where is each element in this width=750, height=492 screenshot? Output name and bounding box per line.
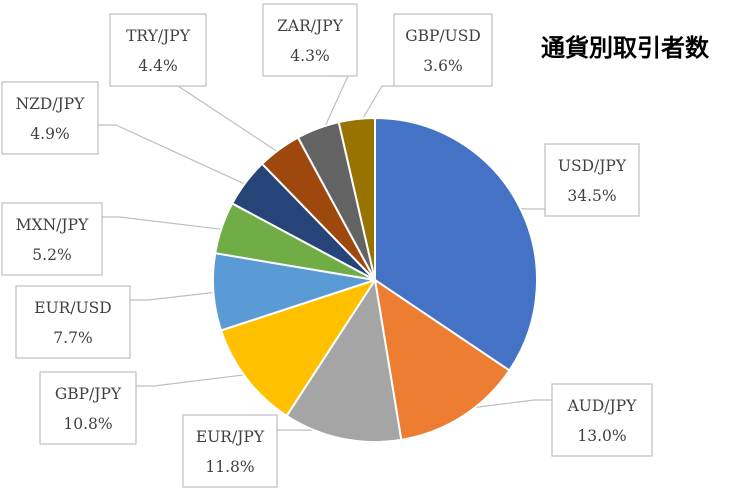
data-label-box [15,285,131,359]
percentage-label: 4.9% [30,125,69,143]
data-label-gbp-jpy: GBP/JPY 10.8% [39,371,137,445]
pie-slice-usd-jpy [374,117,538,372]
data-label-try-jpy: TRY/JPY 4.4% [109,13,207,87]
category-label: AUD/JPY [567,397,638,415]
percentage-label: 13.0% [577,427,626,445]
leader-line-try-jpy [160,85,285,157]
pie-slice-gbp-usd [337,117,376,281]
category-label: EUR/JPY [196,428,265,446]
pie-slices [212,117,538,443]
category-label: GBP/USD [405,27,481,45]
percentage-label: 4.3% [290,47,329,65]
data-label-usd-jpy: USD/JPY 34.5% [544,143,640,217]
category-label: USD/JPY [558,157,627,175]
pie-slice-aud-jpy [374,279,511,441]
data-label-box [39,371,137,445]
data-label-box [262,3,358,77]
data-label-gbp-usd: GBP/USD 3.6% [393,13,493,87]
category-label: GBP/JPY [55,385,122,403]
data-label-eur-usd: EUR/USD 7.7% [15,285,131,359]
data-label-box [393,13,493,87]
leader-line-mxn-jpy [102,216,230,231]
data-label-box [551,383,653,457]
pie-slice-eur-jpy [285,279,403,443]
percentage-label: 4.4% [138,57,177,75]
percentage-label: 3.6% [423,57,462,75]
data-labels: USD/JPY 34.5% AUD/JPY 13.0% EUR/JPY 11.8% GBP/… [1,3,653,488]
data-label-eur-jpy: EUR/JPY 11.8% [182,414,278,488]
category-label: NZD/JPY [16,95,86,113]
data-label-box [109,13,207,87]
leader-line-aud-jpy [458,399,552,411]
data-label-box [1,81,99,155]
category-label: TRY/JPY [126,27,191,45]
category-label: EUR/USD [34,299,111,317]
data-label-aud-jpy: AUD/JPY 13.0% [551,383,653,457]
percentage-label: 11.8% [205,458,254,476]
percentage-label: 34.5% [567,187,616,205]
data-label-box [1,202,103,276]
leader-line-eur-usd [130,291,222,301]
data-label-nzd-jpy: NZD/JPY 4.9% [1,81,99,155]
pie-slice-gbp-jpy [220,279,376,417]
chart-title: 通貨別取引者数 [541,34,710,62]
data-label-mxn-jpy: MXN/JPY 5.2% [1,202,103,276]
percentage-label: 7.7% [53,329,92,347]
percentage-label: 5.2% [32,246,71,264]
leader-line-nzd-jpy [98,124,253,188]
data-label-box [544,143,640,217]
percentage-label: 10.8% [63,415,112,433]
data-label-zar-jpy: ZAR/JPY 4.3% [262,3,358,77]
data-label-box [182,414,278,488]
category-label: MXN/JPY [16,216,89,234]
leader-line-gbp-jpy [136,373,253,387]
category-label: ZAR/JPY [277,17,343,35]
